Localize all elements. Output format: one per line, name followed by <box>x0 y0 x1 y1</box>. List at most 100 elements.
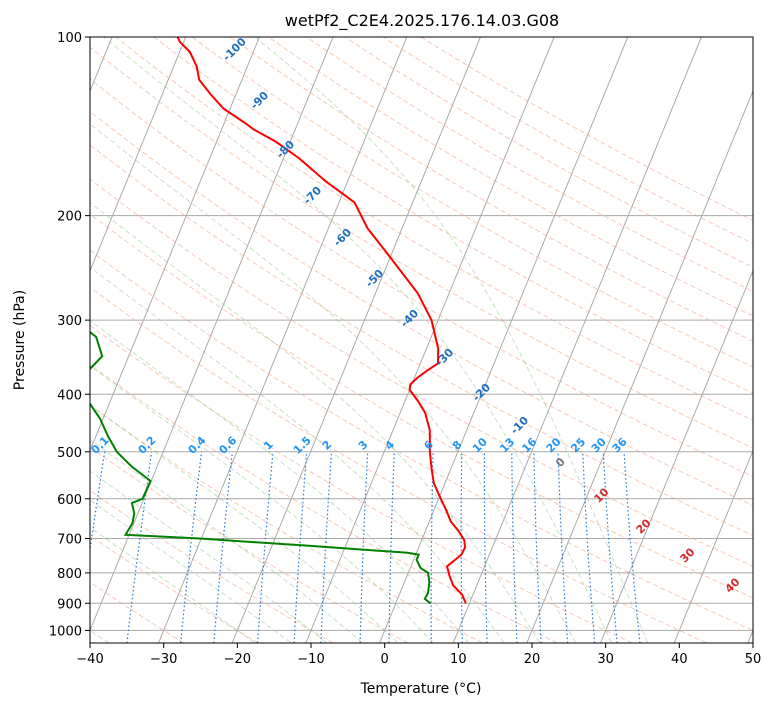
moist-adiabat-line <box>90 202 540 643</box>
x-tick-label: 30 <box>597 652 614 667</box>
mixing-ratio-line <box>557 451 569 643</box>
y-axis-label: Pressure (hPa) <box>12 290 28 390</box>
isotherm-line <box>673 449 753 643</box>
pressure-gridlines <box>90 37 753 631</box>
mixing-ratio-line <box>483 451 488 643</box>
background-lines <box>90 37 753 643</box>
theta-e-label: 0 <box>553 455 568 470</box>
theta-e-label: 30 <box>678 545 698 565</box>
moist-adiabat-line <box>102 37 612 643</box>
theta-e-label: -20 <box>470 381 493 404</box>
x-axis-label: Temperature (°C) <box>360 681 482 697</box>
dry-adiabat-line <box>90 324 633 643</box>
dry-adiabat-line <box>90 249 753 631</box>
moist-adiabat-line <box>90 470 327 643</box>
dry-adiabat-line <box>90 489 334 643</box>
theta-e-label: -50 <box>363 267 386 290</box>
mixing-ratio-line <box>257 451 274 643</box>
x-tick-label: 50 <box>745 652 762 667</box>
x-tick-label: 20 <box>524 652 541 667</box>
sounding-traces <box>90 37 467 605</box>
mixing-ratio-label: 1 <box>261 438 276 453</box>
dry-adiabat-line <box>90 213 753 599</box>
x-tick-label: −40 <box>76 652 103 667</box>
moist-adiabat-line <box>254 37 648 643</box>
moist-adiabat-line <box>90 404 398 643</box>
mixing-ratio-line <box>582 451 596 643</box>
mixing-ratio-lines <box>90 451 641 643</box>
y-tick-label: 100 <box>57 31 82 46</box>
theta-e-label: -60 <box>331 226 354 249</box>
dry-adiabat-line <box>90 78 753 477</box>
dry-adiabat-line <box>90 178 753 567</box>
moist-adiabat-line <box>90 365 434 643</box>
dry-adiabat-line <box>305 37 753 292</box>
theta-e-label: -100 <box>220 35 249 64</box>
dewpoint-trace <box>90 330 432 605</box>
theta-e-label: -10 <box>508 414 531 437</box>
isotherm-line <box>158 37 408 643</box>
mixing-ratio-label: 25 <box>568 435 588 455</box>
x-tick-label: −30 <box>150 652 177 667</box>
dry-adiabat-line <box>420 37 753 222</box>
dry-adiabat-line <box>90 286 707 643</box>
x-tick-label: 10 <box>450 652 467 667</box>
x-tick-label: −20 <box>224 652 251 667</box>
mixing-ratio-line <box>126 451 153 643</box>
moist-adiabat-line <box>90 266 505 643</box>
mixing-ratio-line <box>623 451 641 643</box>
x-tick-label: 0 <box>381 652 389 667</box>
isotherm-line <box>526 89 753 643</box>
theta-e-label: 10 <box>592 485 612 505</box>
y-tick-label: 800 <box>57 567 82 582</box>
mixing-ratio-line <box>90 451 106 554</box>
adiabat-labels: 0.1 0.2 0.4 0.6 1 1.5 2 3 4 6 8 10 13 16 20 25 30 36-100-… <box>89 35 743 596</box>
dry-adiabat-line <box>191 37 753 368</box>
dry-adiabat-line <box>90 404 483 643</box>
dry-adiabat-line <box>90 144 753 537</box>
mixing-ratio-label: 2 <box>320 438 335 453</box>
theta-e-label: -70 <box>301 184 324 207</box>
isotherm-line <box>231 37 481 643</box>
dry-adiabat-line <box>90 364 558 643</box>
chart-title: wetPf2_C2E4.2025.176.14.03.G08 <box>285 11 559 31</box>
mixing-ratio-line <box>180 451 203 643</box>
mixing-ratio-label: 0.4 <box>186 434 209 457</box>
moist-adiabat-line <box>90 319 469 643</box>
isotherm-line <box>90 37 334 632</box>
dry-adiabat-line <box>90 534 259 643</box>
dry-adiabat-line <box>267 37 753 317</box>
isotherm-line <box>305 37 555 643</box>
isotherm-line <box>452 37 702 643</box>
mixing-ratio-line <box>293 451 308 643</box>
dry-adiabat-line <box>90 110 753 507</box>
dry-adiabat-line <box>229 37 753 342</box>
moist-adiabat-line <box>90 123 576 643</box>
x-tick-label: −10 <box>297 652 324 667</box>
dry-adiabat-line <box>343 37 753 268</box>
dry-adiabat-line <box>153 37 753 394</box>
isotherm-line <box>379 37 629 643</box>
mixing-ratio-line <box>533 451 542 643</box>
y-tick-label: 900 <box>57 597 82 612</box>
y-tick-label: 500 <box>57 446 82 461</box>
mixing-ratio-line <box>320 451 333 643</box>
isotherm-line <box>90 37 187 273</box>
y-tick-label: 700 <box>57 533 82 548</box>
theta-e-label: 40 <box>723 575 743 595</box>
mixing-ratio-line <box>602 451 618 643</box>
isotherm-line <box>90 37 260 452</box>
mixing-ratio-label: 3 <box>356 438 371 453</box>
x-tick-label: 40 <box>671 652 688 667</box>
plot-frame <box>89 36 754 644</box>
dry-adiabat-line <box>114 37 753 421</box>
y-tick-label: 1000 <box>49 624 82 639</box>
mixing-ratio-label: 0.2 <box>136 434 159 457</box>
isotherm-line <box>747 629 753 643</box>
y-tick-label: 300 <box>57 314 82 329</box>
mixing-ratio-line <box>213 451 233 643</box>
y-tick-label: 600 <box>57 493 82 508</box>
isotherm-line <box>600 269 753 643</box>
mixing-ratio-label: 13 <box>497 435 517 455</box>
